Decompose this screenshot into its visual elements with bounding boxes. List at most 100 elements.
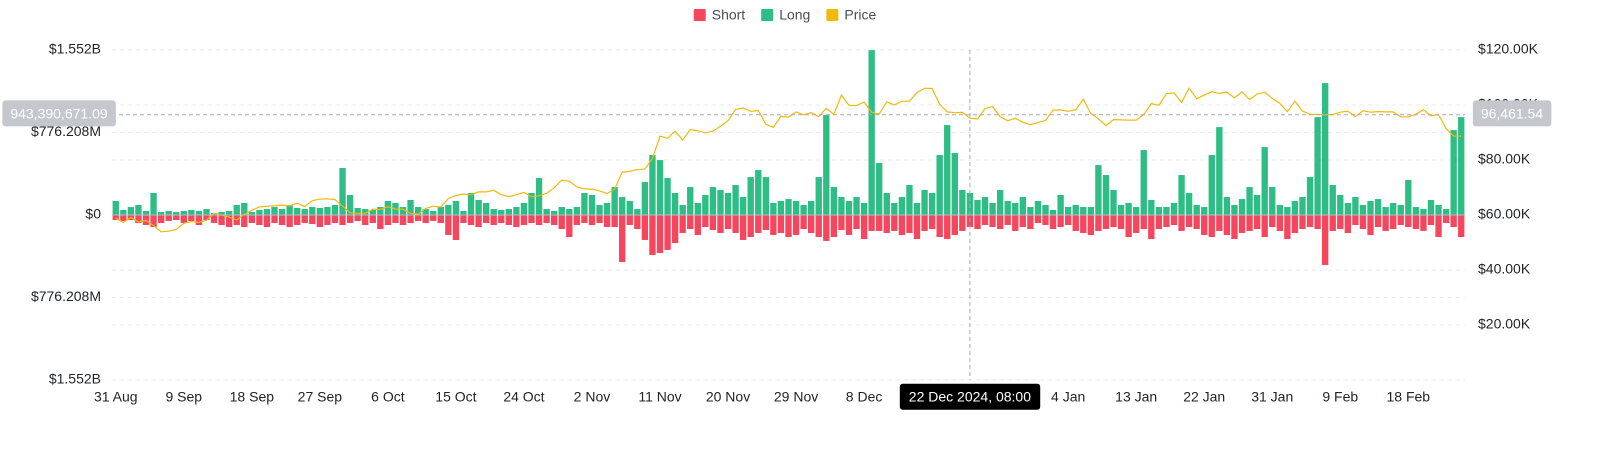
bar	[1140, 150, 1147, 215]
bar	[452, 215, 460, 240]
bar	[1442, 215, 1450, 223]
bar	[838, 215, 845, 230]
bar	[634, 209, 641, 215]
bar	[316, 215, 324, 228]
bar	[1170, 202, 1178, 215]
bar	[860, 215, 868, 240]
y-tick-label: $776.208M	[31, 123, 101, 139]
bar	[641, 215, 649, 240]
bar	[331, 215, 339, 223]
bar	[127, 207, 135, 215]
bar	[135, 205, 142, 215]
bar	[528, 192, 535, 215]
bar	[770, 215, 777, 235]
bar	[596, 215, 603, 223]
bar	[490, 209, 497, 215]
bar	[981, 215, 989, 225]
bar	[490, 215, 497, 225]
bar	[256, 210, 263, 215]
bar	[724, 215, 732, 230]
bar	[520, 202, 528, 215]
bar	[346, 195, 354, 215]
bar	[974, 200, 981, 215]
bar	[354, 207, 361, 215]
bar	[891, 202, 898, 215]
bar	[1450, 215, 1457, 228]
bar	[1125, 215, 1132, 238]
bar	[498, 215, 505, 223]
bar	[687, 187, 694, 215]
crosshair-y2-label: 96,461.54	[1481, 105, 1543, 121]
bar	[165, 210, 172, 215]
bar	[936, 215, 943, 238]
bar	[830, 187, 838, 215]
bar	[739, 197, 747, 215]
bar	[210, 215, 218, 223]
bar	[951, 153, 958, 215]
bar	[1216, 127, 1223, 215]
bar	[1238, 215, 1246, 233]
bar	[1170, 215, 1178, 225]
bar	[1314, 215, 1321, 230]
bar	[1080, 207, 1087, 215]
bar	[974, 215, 981, 230]
bar	[1405, 180, 1412, 215]
bar	[626, 200, 633, 215]
bar	[860, 202, 868, 215]
bar	[687, 215, 694, 230]
bar	[702, 195, 709, 215]
bar	[135, 215, 142, 223]
bar	[1253, 195, 1261, 215]
bar	[558, 207, 565, 215]
bar	[1064, 207, 1072, 215]
bar	[467, 192, 475, 215]
bar	[301, 209, 308, 215]
bar	[1155, 207, 1163, 215]
bar	[294, 215, 301, 225]
x-tick-label: 27 Sep	[298, 389, 343, 405]
bar	[928, 192, 936, 215]
bar	[868, 215, 875, 231]
y-tick-label: $776.208M	[31, 288, 101, 304]
bar	[1163, 207, 1170, 215]
bar	[1216, 215, 1223, 231]
bar	[142, 210, 150, 215]
bar	[739, 215, 747, 240]
bar	[392, 215, 399, 223]
bar	[1231, 205, 1238, 215]
bar	[1261, 147, 1268, 215]
bar	[573, 215, 581, 225]
bar	[1057, 215, 1064, 228]
bar	[1321, 215, 1329, 265]
bar	[120, 210, 127, 215]
bar	[1382, 207, 1389, 215]
bar	[898, 215, 906, 235]
bar	[876, 163, 883, 215]
x-tick-label: 18 Feb	[1387, 389, 1431, 405]
legend-label: Short	[712, 7, 746, 23]
bar	[475, 215, 482, 228]
bar	[271, 215, 278, 223]
bar	[921, 190, 928, 215]
bar	[656, 160, 664, 215]
bar	[838, 197, 845, 215]
x-tick-label: 9 Feb	[1322, 389, 1358, 405]
bar	[981, 197, 989, 215]
bar	[709, 215, 717, 230]
bar	[1405, 215, 1412, 228]
legend-swatch	[826, 9, 839, 21]
bar	[1193, 205, 1200, 215]
bar	[1253, 215, 1261, 230]
bar	[369, 210, 376, 215]
bar	[664, 215, 671, 250]
bar	[913, 215, 921, 240]
bar	[414, 207, 422, 215]
bar	[1110, 215, 1117, 228]
bar	[883, 192, 890, 215]
bar	[1382, 215, 1389, 231]
bar	[467, 215, 475, 225]
bar	[301, 215, 308, 223]
bar	[513, 207, 520, 215]
bar	[1012, 202, 1019, 215]
bar	[362, 215, 369, 225]
